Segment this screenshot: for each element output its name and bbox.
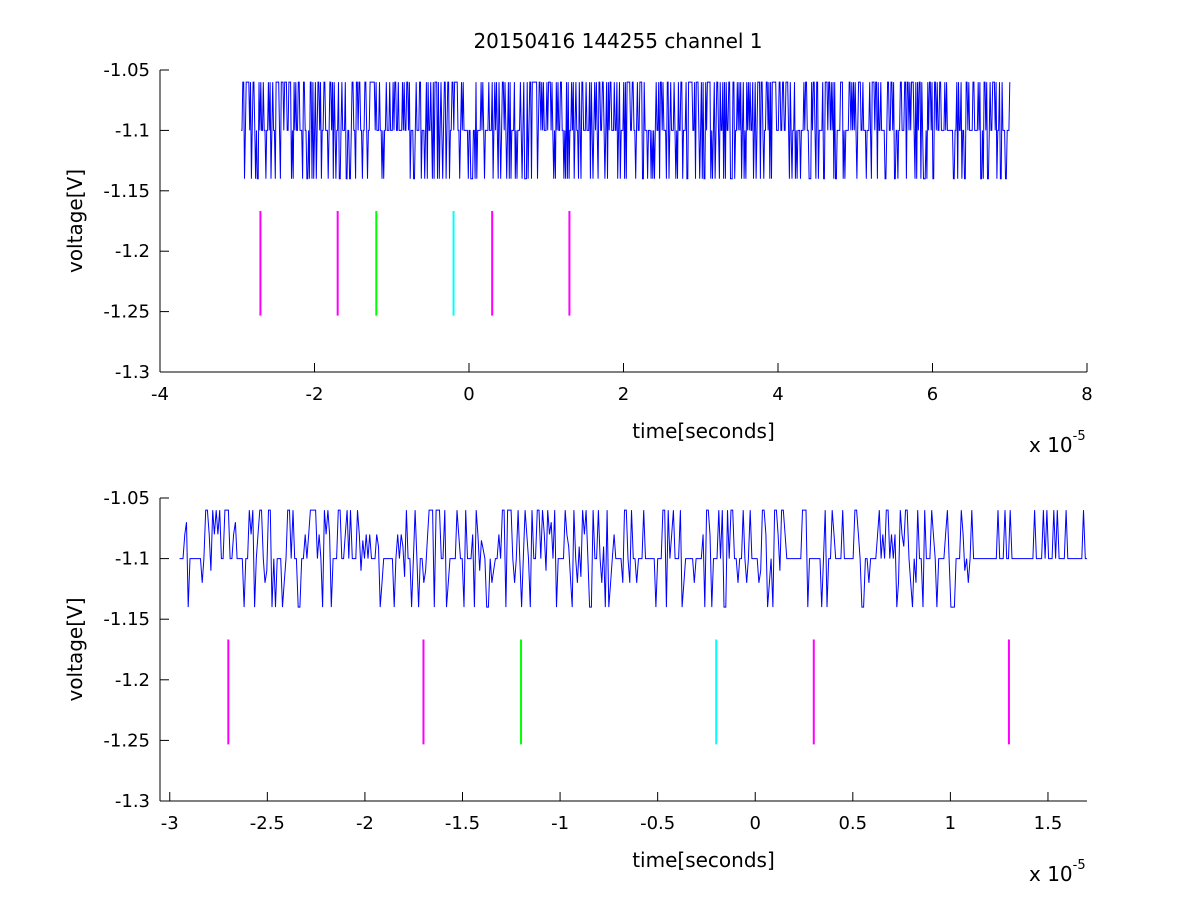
x-tick-label: -2: [306, 384, 324, 405]
bottom-plot: -3 -2.5 -2 -1.5 -1 -0.5 0 0.5 1 1.5 -1.05 -1.1 -1.15…: [63, 488, 1087, 886]
y-tick-label: -1.1: [115, 549, 150, 570]
x-axis-label: time[seconds]: [632, 419, 775, 443]
x-tick-label: 6: [927, 384, 938, 405]
y-tick-label: -1.25: [103, 302, 150, 323]
x-tick-label: 1: [945, 813, 956, 834]
x-tick-label: 4: [772, 384, 783, 405]
x-exponent-power: -5: [1073, 858, 1086, 873]
x-tick-label: -2.5: [250, 813, 285, 834]
figure-title: 20150416 144255 channel 1: [473, 29, 762, 53]
signal-trace: [241, 81, 1011, 180]
y-tick-label: -1.15: [103, 609, 150, 630]
y-axis-label: voltage[V]: [63, 169, 87, 273]
x-exponent-label: x 10-5: [1029, 429, 1086, 457]
x-exponent-label: x 10-5: [1029, 858, 1086, 886]
y-tick-label: -1.05: [103, 488, 150, 509]
x-tick-label: -4: [151, 384, 169, 405]
x-exponent-base: x 10: [1029, 433, 1073, 457]
x-tick-label: 2: [618, 384, 629, 405]
x-tick-label: 0: [750, 813, 761, 834]
y-tick-label: -1.15: [103, 181, 150, 202]
x-tick-label: 0.5: [838, 813, 867, 834]
x-exponent-base: x 10: [1029, 862, 1073, 886]
signal-trace: [179, 509, 1087, 608]
top-plot: -4 -2 0 2 4 6 8 -1.05 -1.1 -1.15 -1.2 -1.25 -1.3 time…: [63, 60, 1093, 457]
y-tick-label: -1.25: [103, 730, 150, 751]
y-tick-label: -1.3: [115, 791, 150, 812]
x-tick-label: 0: [463, 384, 474, 405]
x-tick-label: 1.5: [1034, 813, 1063, 834]
y-tick-label: -1.2: [115, 241, 150, 262]
y-tick-label: -1.3: [115, 362, 150, 383]
y-axis-label: voltage[V]: [63, 597, 87, 701]
x-tick-label: -2: [356, 813, 374, 834]
x-tick-label: -1.5: [445, 813, 480, 834]
x-tick-label: -1: [551, 813, 569, 834]
x-axis-label: time[seconds]: [632, 848, 775, 872]
y-tick-label: -1.2: [115, 670, 150, 691]
y-tick-label: -1.05: [103, 60, 150, 81]
x-tick-label: -0.5: [640, 813, 675, 834]
y-tick-label: -1.1: [115, 120, 150, 141]
x-exponent-power: -5: [1073, 429, 1086, 444]
x-tick-label: -3: [161, 813, 179, 834]
x-tick-label: 8: [1081, 384, 1092, 405]
